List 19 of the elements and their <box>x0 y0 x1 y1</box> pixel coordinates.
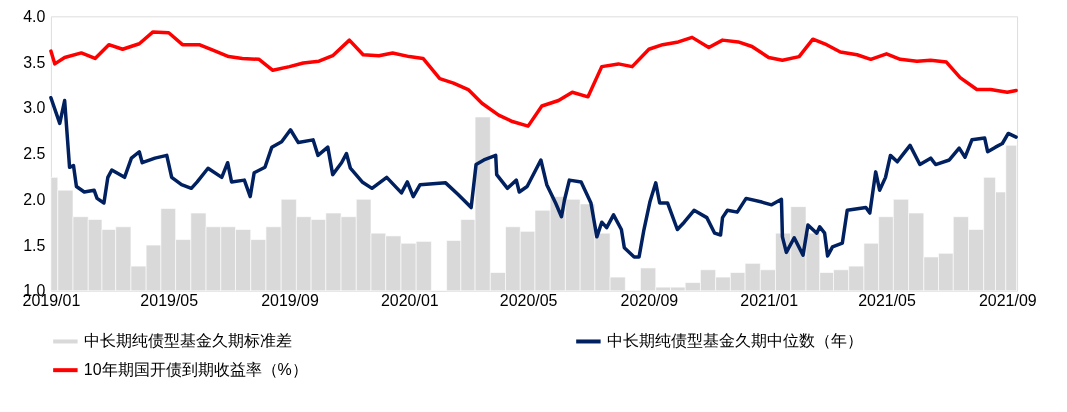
x-tick-label: 2020/05 <box>499 292 558 310</box>
legend-label: 10年期国开债到期收益率（%） <box>83 361 308 379</box>
line-series <box>49 96 1018 259</box>
y-tick-label: 3.0 <box>23 99 46 117</box>
y-tick-label: 3.5 <box>23 53 46 71</box>
x-tick-label: 2020/01 <box>380 292 439 310</box>
y-tick-label: 2.0 <box>23 190 46 208</box>
x-tick-label: 2021/01 <box>740 292 799 310</box>
x-tick-label: 2021/05 <box>858 292 916 310</box>
x-tick-label: 2019/05 <box>140 292 199 310</box>
line-series <box>49 30 1018 128</box>
y-tick-label: 4.0 <box>23 7 46 25</box>
x-tick-label: 2020/09 <box>620 292 679 310</box>
x-tick-label: 2021/09 <box>978 292 1037 310</box>
x-tick-label: 2019/09 <box>261 292 319 310</box>
y-tick-label: 1.5 <box>23 236 46 254</box>
y-tick-label: 2.5 <box>23 145 46 163</box>
legend-label: 中长期纯债型基金久期标准差 <box>83 332 292 350</box>
legend-label: 中长期纯债型基金久期中位数（年） <box>606 332 863 350</box>
